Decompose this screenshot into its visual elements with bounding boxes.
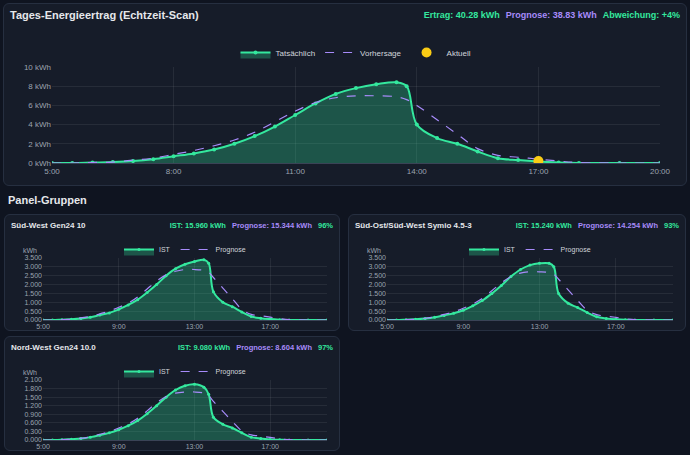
svg-text:0.000: 0.000: [24, 436, 42, 443]
html-text:IST: 9.080 kWh: IST: 9.080 kWh: [178, 342, 231, 352]
svg-text:Aktuell: Aktuell: [447, 49, 471, 58]
html-text:96%: 96%: [318, 220, 333, 230]
svg-text:kWh: kWh: [23, 369, 37, 376]
svg-text:13:00: 13:00: [186, 443, 204, 450]
svg-text:13:00: 13:00: [531, 323, 549, 330]
html-text:IST: 15.960 kWh: IST: 15.960 kWh: [169, 220, 226, 230]
html-text:Abweichung: +4%: Abweichung: +4%: [602, 10, 680, 20]
svg-text:0 kWh: 0 kWh: [28, 159, 51, 168]
svg-text:10 kWh: 10 kWh: [24, 63, 51, 72]
svg-text:2 kWh: 2 kWh: [28, 140, 51, 149]
svg-text:0.500: 0.500: [368, 308, 386, 315]
svg-text:1.500: 1.500: [24, 290, 42, 297]
svg-text:3.000: 3.000: [368, 263, 386, 270]
svg-text:1.200: 1.200: [24, 402, 42, 409]
svg-text:kWh: kWh: [23, 247, 37, 254]
html-text:Prognose: 8.604 kWh: Prognose: 8.604 kWh: [236, 342, 312, 352]
svg-text:kWh: kWh: [367, 247, 381, 254]
svg-text:20:00: 20:00: [650, 167, 671, 176]
svg-text:5:00: 5:00: [380, 323, 394, 330]
svg-text:3.500: 3.500: [368, 254, 386, 261]
html-text:IST: 15.240 kWh: IST: 15.240 kWh: [515, 220, 572, 230]
svg-text:17:00: 17:00: [528, 167, 549, 176]
html-text:Nord-West Gen24 10.0: Nord-West Gen24 10.0: [11, 342, 96, 352]
html-text:Süd-Ost/Süd-West Symio 4.5-3: Süd-Ost/Süd-West Symio 4.5-3: [355, 220, 472, 230]
html-text:Prognose: 15.344 kWh: Prognose: 15.344 kWh: [232, 220, 312, 230]
svg-text:9:00: 9:00: [456, 323, 470, 330]
html-text:Süd-West Gen24 10: Süd-West Gen24 10: [11, 220, 86, 230]
svg-text:9:00: 9:00: [112, 323, 126, 330]
svg-text:1.000: 1.000: [24, 299, 42, 306]
svg-text:17:00: 17:00: [261, 323, 279, 330]
svg-text:IST: IST: [504, 246, 516, 253]
svg-text:Prognose: Prognose: [216, 246, 246, 254]
svg-text:1.500: 1.500: [24, 394, 42, 401]
svg-text:0.600: 0.600: [24, 419, 42, 426]
svg-text:14:00: 14:00: [407, 167, 428, 176]
svg-text:5:00: 5:00: [36, 443, 50, 450]
svg-text:0.000: 0.000: [368, 316, 386, 323]
html-text:Prognose: 14.254 kWh: Prognose: 14.254 kWh: [578, 220, 658, 230]
svg-text:1.000: 1.000: [368, 299, 386, 306]
svg-text:Vorhersage: Vorhersage: [360, 49, 401, 58]
html-text:Panel-Gruppen: Panel-Gruppen: [8, 194, 87, 206]
svg-text:8:00: 8:00: [166, 167, 182, 176]
svg-text:8 kWh: 8 kWh: [28, 82, 51, 91]
svg-text:0.500: 0.500: [24, 308, 42, 315]
svg-text:6 kWh: 6 kWh: [28, 101, 51, 110]
svg-text:0.000: 0.000: [24, 316, 42, 323]
svg-text:5:00: 5:00: [44, 167, 60, 176]
html-text:Ertrag: 40.28 kWh: Ertrag: 40.28 kWh: [423, 10, 500, 20]
svg-text:2.000: 2.000: [24, 281, 42, 288]
svg-text:3.500: 3.500: [24, 254, 42, 261]
svg-text:1.500: 1.500: [368, 290, 386, 297]
svg-text:9:00: 9:00: [112, 443, 126, 450]
html-text:97%: 97%: [318, 342, 333, 352]
svg-text:Prognose: Prognose: [561, 246, 591, 254]
svg-text:3.000: 3.000: [24, 263, 42, 270]
html-text:Prognose: 38.83 kWh: Prognose: 38.83 kWh: [505, 10, 597, 20]
svg-text:1.800: 1.800: [24, 385, 42, 392]
svg-text:0.300: 0.300: [24, 428, 42, 435]
svg-text:2.500: 2.500: [24, 272, 42, 279]
svg-text:IST: IST: [159, 246, 171, 253]
html-text:Tages-Energieertrag (Echtzeit-: Tages-Energieertrag (Echtzeit-Scan): [10, 9, 199, 21]
html-text:93%: 93%: [664, 220, 679, 230]
svg-text:IST: IST: [159, 368, 171, 375]
svg-text:2.100: 2.100: [24, 376, 42, 383]
svg-text:2.500: 2.500: [368, 272, 386, 279]
svg-text:Tatsächlich: Tatsächlich: [276, 49, 316, 58]
svg-text:4 kWh: 4 kWh: [28, 120, 51, 129]
svg-text:13:00: 13:00: [186, 323, 204, 330]
svg-text:2.000: 2.000: [368, 281, 386, 288]
svg-text:17:00: 17:00: [261, 443, 279, 450]
svg-text:5:00: 5:00: [36, 323, 50, 330]
svg-text:Prognose: Prognose: [216, 368, 246, 376]
svg-text:17:00: 17:00: [607, 323, 625, 330]
svg-text:0.900: 0.900: [24, 411, 42, 418]
svg-text:11:00: 11:00: [285, 167, 305, 176]
